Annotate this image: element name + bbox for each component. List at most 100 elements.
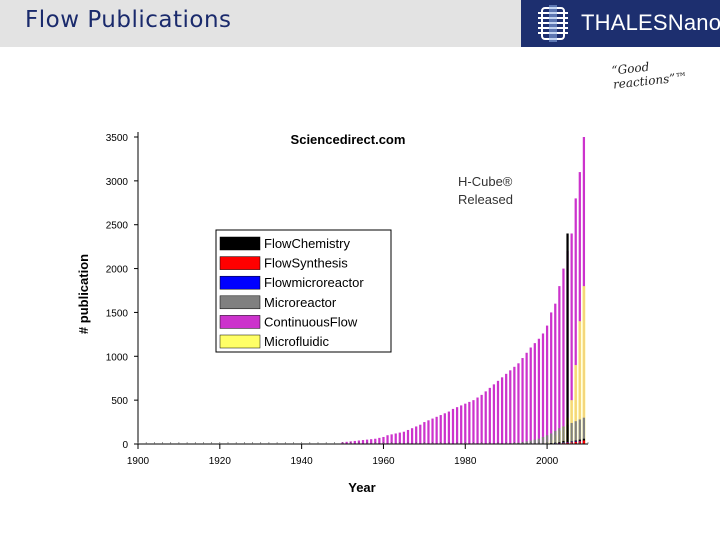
slide-title: Flow Publications (25, 7, 232, 33)
bar-microreactor (582, 417, 586, 444)
bar-continuousflow (484, 391, 487, 444)
annotation-line-1: H-Cube® (458, 174, 513, 189)
bar-continuousflow (353, 440, 356, 444)
bar-microfluidic (582, 286, 586, 444)
bar-continuousflow (517, 363, 520, 444)
bar-continuousflow (529, 347, 532, 444)
bar-continuousflow (390, 434, 393, 444)
bar-continuousflow (410, 428, 414, 444)
bar-continuousflow (476, 397, 479, 444)
bar-continuousflow (382, 436, 385, 444)
legend-swatch (219, 256, 261, 270)
bar-continuousflow (431, 418, 434, 444)
bar-continuousflow (578, 172, 581, 445)
legend-swatch (219, 295, 261, 310)
bar-continuousflow (492, 384, 496, 444)
bar-microfluidic (578, 321, 582, 444)
bar-continuousflow (345, 441, 348, 444)
bar-continuousflow (525, 352, 528, 444)
bar-microfluidic (574, 365, 578, 444)
bar-microreactor (545, 435, 549, 444)
y-tick-label: 2500 (106, 221, 129, 232)
x-tick-label: 1920 (209, 456, 232, 467)
tagline: “Good reactions”™ (610, 59, 688, 92)
bar-continuousflow (468, 401, 471, 444)
bar-continuousflow (435, 416, 438, 444)
bar-microreactor (574, 421, 577, 444)
bar-continuousflow (550, 312, 553, 444)
bar-continuousflow (439, 415, 442, 444)
bar-continuousflow (443, 413, 446, 444)
publications-chart: 0 500 1000 1500 2000 2500 3000 3500 1900 1920 1940… (76, 132, 589, 495)
y-tick-label: 3000 (106, 177, 129, 188)
bar-continuousflow (521, 358, 524, 444)
bar-continuousflow (402, 431, 406, 444)
bar-microreactor (578, 419, 581, 444)
x-tick-label: 1940 (291, 456, 314, 467)
legend-swatch (219, 315, 261, 329)
y-tick-label: 2000 (106, 265, 129, 276)
bar-continuousflow (537, 338, 541, 444)
bar-continuousflow (365, 439, 369, 444)
bar-microfluidic (570, 400, 574, 444)
bar-microreactor (525, 441, 528, 444)
y-tick-label: 500 (111, 396, 128, 407)
bar-continuousflow (394, 433, 397, 444)
x-tick-label: 1960 (372, 456, 395, 467)
legend-label: Microfluidic (264, 334, 330, 349)
bar-continuousflow (398, 432, 401, 444)
bar-continuousflow (488, 387, 491, 444)
bar-continuousflow (570, 233, 573, 444)
bar-continuousflow (509, 370, 512, 444)
legend-label: Flowmicroreactor (264, 275, 364, 290)
bar-microreactor (550, 433, 553, 444)
y-axis-label: # publication (76, 254, 91, 334)
bar-microreactor (533, 439, 536, 444)
bar-continuousflow (374, 438, 377, 444)
x-tick-label: 2000 (536, 456, 559, 467)
bar-continuousflow (472, 400, 475, 444)
bar-continuousflow (554, 303, 557, 444)
bar-continuousflow (496, 380, 500, 444)
bar-microreactor (537, 438, 541, 444)
bar-continuousflow (386, 435, 389, 444)
bar-continuousflow (423, 422, 426, 444)
x-tick-label: 1980 (454, 456, 477, 467)
y-tick-label: 1500 (106, 308, 129, 319)
bar-continuousflow (455, 407, 459, 444)
logo-text: THALESNano (581, 10, 720, 35)
bar-continuousflow (505, 373, 508, 444)
legend-swatch (219, 236, 261, 251)
bar-continuousflow (574, 198, 577, 444)
y-tick-label: 0 (122, 440, 128, 451)
bar-continuousflow (419, 424, 422, 444)
bar-microreactor (517, 442, 520, 444)
bar-microreactor (541, 436, 545, 444)
y-tick-label: 3500 (106, 133, 129, 144)
bar-microreactor (554, 430, 557, 444)
thalesnano-logo: THALESNano (521, 0, 720, 47)
bar-continuousflow (533, 343, 536, 444)
bar-continuousflow (464, 403, 467, 444)
bar-continuousflow (361, 440, 365, 444)
legend-label: Microreactor (264, 295, 337, 310)
bar-continuousflow (415, 426, 418, 444)
slide-header: Flow Publications THALESNano (0, 0, 720, 47)
bar-continuousflow (500, 377, 504, 444)
logo-emblem-icon (534, 4, 572, 43)
bar-continuousflow (513, 366, 516, 444)
bar-microreactor (558, 428, 561, 444)
bar-continuousflow (378, 437, 381, 444)
bar-flowchemistry (566, 233, 569, 444)
y-tick-label: 1000 (106, 352, 129, 363)
legend-swatch (219, 334, 261, 349)
bar-microreactor (562, 426, 565, 444)
bar-continuousflow (460, 405, 463, 444)
bar-continuousflow (558, 286, 561, 444)
bar-continuousflow (562, 268, 565, 444)
legend-box (215, 229, 392, 353)
bar-continuousflow (447, 411, 451, 444)
bar-flowsynthesis (574, 441, 577, 444)
bar-continuousflow (541, 333, 545, 444)
chart-title: Sciencedirect.com (291, 132, 406, 147)
